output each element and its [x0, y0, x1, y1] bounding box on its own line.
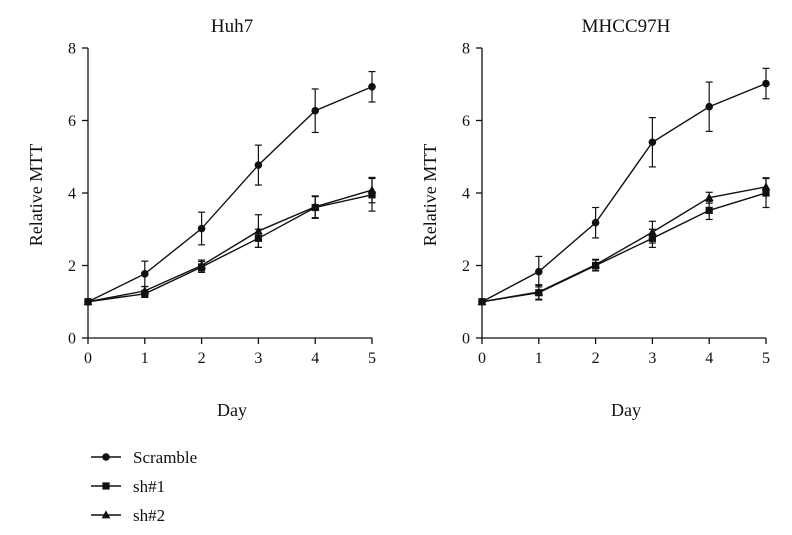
- data-point: [197, 260, 206, 269]
- legend-marker: [101, 510, 111, 519]
- data-point: [648, 227, 657, 236]
- y-tick-label: 2: [462, 258, 470, 275]
- series-line: [87, 86, 373, 303]
- data-point: [254, 226, 263, 235]
- x-axis-label: Day: [217, 400, 247, 420]
- legend-marker: [102, 453, 110, 461]
- legend: Scramble sh#1 sh#2: [91, 448, 197, 525]
- x-axis-label: Day: [611, 400, 641, 420]
- y-tick-label: 8: [68, 41, 76, 58]
- legend-label: sh#2: [133, 506, 165, 525]
- series-sh1: [478, 177, 770, 306]
- y-tick-label: 4: [68, 186, 76, 203]
- chart-panel-huh7: Huh7 Day Relative MTT 0 2 4 6 8 0 1 2 3 4 5: [26, 16, 377, 420]
- y-tick-label: 4: [462, 186, 470, 203]
- x-tick-label: 5: [762, 350, 770, 367]
- data-point: [762, 79, 770, 88]
- y-tick-label: 6: [462, 113, 470, 130]
- data-point: [141, 270, 149, 278]
- data-point: [477, 297, 487, 306]
- y-tick-label: 8: [462, 41, 470, 58]
- data-point: [534, 287, 544, 296]
- data-point: [591, 260, 600, 269]
- series-sh2: [83, 176, 377, 306]
- x-tick-label: 0: [84, 350, 92, 367]
- series-line: [481, 186, 767, 303]
- legend-marker: [102, 482, 110, 490]
- data-point: [648, 138, 657, 147]
- data-point: [705, 206, 713, 214]
- x-tick-label: 3: [648, 350, 656, 367]
- x-tick-label: 3: [254, 350, 262, 367]
- x-tick-label: 4: [311, 350, 319, 367]
- x-tick-label: 2: [592, 350, 600, 367]
- y-axis-label: Relative MTT: [420, 144, 440, 246]
- x-tick-label: 4: [705, 350, 713, 367]
- y-tick-label: 6: [68, 113, 76, 130]
- legend-label: sh#1: [133, 477, 165, 496]
- data-point: [704, 193, 714, 202]
- chart-title: Huh7: [211, 16, 253, 37]
- y-tick-label: 2: [68, 258, 76, 275]
- x-tick-label: 5: [368, 350, 376, 367]
- series-scramble: [84, 70, 376, 306]
- data-point: [254, 161, 263, 169]
- chart-title: MHCC97H: [582, 16, 671, 37]
- legend-item-scramble: Scramble: [91, 448, 197, 467]
- x-tick-label: 0: [478, 350, 486, 367]
- chart-panel-mhcc97h: MHCC97H Day Relative MTT 0 2 4 6 8 0 1 2 3 4 5: [420, 16, 771, 420]
- y-tick-label: 0: [68, 331, 76, 348]
- data-point: [197, 224, 206, 233]
- legend-item-sh1: sh#1: [91, 477, 165, 496]
- legend-triangle-marker: [91, 510, 121, 519]
- x-tick-label: 1: [535, 350, 543, 367]
- legend-item-sh2: sh#2: [91, 506, 165, 525]
- legend-circle-marker: [91, 453, 121, 461]
- data-point: [367, 185, 377, 194]
- series-line: [87, 194, 373, 303]
- data-point: [310, 202, 320, 211]
- data-point: [368, 82, 376, 91]
- data-point: [535, 267, 543, 276]
- x-tick-label: 1: [141, 350, 149, 367]
- y-axis-label: Relative MTT: [26, 144, 46, 246]
- data-point: [761, 182, 771, 191]
- series-line: [481, 192, 767, 303]
- series-line: [481, 82, 767, 303]
- series-sh2: [477, 177, 771, 306]
- data-point: [591, 218, 600, 227]
- x-tick-label: 2: [198, 350, 206, 367]
- y-tick-label: 0: [462, 331, 470, 348]
- data-point: [311, 106, 320, 115]
- legend-label: Scramble: [133, 448, 197, 467]
- data-point: [83, 297, 93, 306]
- series-scramble: [478, 67, 770, 306]
- data-point: [140, 286, 150, 295]
- legend-square-marker: [91, 482, 121, 490]
- series-line: [87, 189, 373, 303]
- data-point: [705, 102, 713, 111]
